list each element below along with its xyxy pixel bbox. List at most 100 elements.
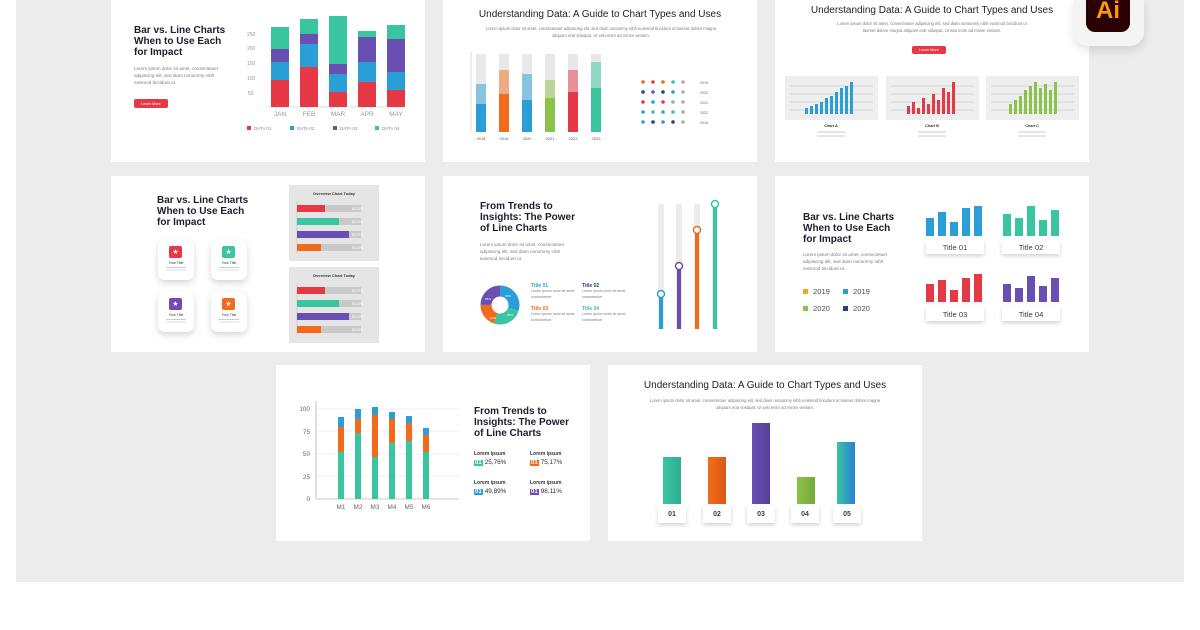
chart-title-label: Title 03 (926, 307, 984, 321)
stacked-column-chart: 100 75 50 25 0 (299, 401, 459, 511)
icon-tile: ★ Your Title (158, 292, 194, 332)
slide-body: Lorem ipsum dolor sit amet, consectetuer… (480, 242, 565, 262)
person-icon-row (641, 80, 685, 124)
list-item: Title 02 Lorem ipsum dolor sit amet, con… (582, 283, 628, 300)
slide-thumbnail-2[interactable]: Understanding Data: A Guide to Chart Typ… (443, 0, 757, 162)
item-body: Lorem ipsum dolor sit amet, consectetuer (582, 312, 627, 322)
chart-title-label: Title 04 (1002, 307, 1060, 321)
stat-value: 01 75,17% (530, 459, 563, 466)
bar-segment (423, 435, 429, 452)
slide-thumbnail-4[interactable]: Bar vs. Line Charts When to Use Each for… (111, 176, 425, 352)
bar-segment (406, 441, 412, 499)
y-tick: 0 (306, 496, 310, 503)
bar-value: $123% (352, 220, 364, 224)
bar (708, 457, 726, 504)
panel-title: Overview Chart Today (313, 273, 356, 278)
slider-knob (656, 289, 666, 299)
item-body: Lorem ipsum dolor sit amet, consectetuer (531, 312, 576, 322)
item-title: Title 02 (582, 283, 600, 289)
y-tick: 250 (247, 32, 256, 38)
bar-value: $123% (352, 233, 364, 237)
star-icon: ★ (222, 246, 235, 258)
slide-thumbnail-1[interactable]: Bar vs. Line Charts When to Use Each for… (111, 0, 425, 162)
slide-thumbnail-5[interactable]: From Trends to Insights: The Power of Li… (443, 176, 757, 352)
slide-thumbnail-6[interactable]: Bar vs. Line Charts When to Use Each for… (775, 176, 1089, 352)
learn-more-button[interactable]: Learn More (134, 99, 168, 108)
x-tick: M2 (354, 504, 363, 511)
chart-title-label: Title 01 (926, 240, 984, 254)
bar-segment (389, 412, 395, 419)
x-tick: 2022 (569, 136, 579, 141)
bar-label: 01 (658, 505, 686, 523)
stat-value: 01 98,11% (530, 488, 562, 495)
bar-value: $123% (352, 246, 364, 250)
bar-segment (271, 27, 289, 49)
x-tick: M5 (405, 504, 414, 511)
y-tick: 200 (247, 46, 256, 52)
row-label: 2019 (700, 81, 708, 85)
bar (663, 457, 681, 504)
learn-more-button[interactable]: Learn More (912, 46, 946, 54)
app-badge: Ai (1074, 0, 1144, 46)
row-label: 2022 (700, 111, 708, 115)
bar-fill (297, 300, 339, 307)
slide-title: From Trends to Insights: The Power of Li… (480, 201, 576, 235)
bar-segment (387, 72, 405, 90)
bar-segment (423, 452, 429, 499)
bar-label: 04 (791, 505, 819, 523)
slide-body: Lorem ipsum dolor sit amet, consectetuer… (134, 66, 219, 86)
bar-value: $123% (352, 302, 364, 306)
bar-segment (358, 37, 376, 62)
bar (752, 423, 770, 504)
slide-title: Understanding Data: A Guide to Chart Typ… (478, 9, 722, 20)
legend-item: 2019 (843, 287, 870, 296)
slider-knob (710, 199, 720, 209)
list-item: Title 04 Lorem ipsum dolor sit amet, con… (582, 306, 628, 323)
bar-value: $123% (352, 207, 364, 211)
x-tick: M6 (422, 504, 431, 511)
bar-segment (271, 49, 289, 62)
bar-segment (329, 16, 347, 64)
slide-thumbnail-3[interactable]: Understanding Data: A Guide to Chart Typ… (775, 0, 1089, 162)
bar-segment (300, 19, 318, 34)
bar-segment (271, 62, 289, 80)
bar-segment (300, 44, 318, 67)
bar-label: 03 (747, 505, 775, 523)
bar-segment (372, 457, 378, 499)
slide-thumbnail-7[interactable]: 100 75 50 25 0 (276, 365, 590, 541)
bar-fill (568, 92, 578, 132)
bar-segment (372, 407, 378, 415)
slide-title: Bar vs. Line Charts When to Use Each for… (134, 25, 226, 59)
y-tick: 75 (303, 429, 311, 436)
bar-fill (499, 94, 509, 132)
bar-segment (329, 74, 347, 92)
row-label: 2020 (700, 91, 708, 95)
y-tick: 50 (303, 451, 311, 458)
x-tick: 2018 (477, 136, 487, 141)
slider-knob (692, 225, 702, 235)
bar-segment (423, 428, 429, 435)
slice-label: 25% (507, 313, 513, 317)
bar-segment (387, 25, 405, 39)
bar-segment (358, 82, 376, 107)
item-title: Title 03 (531, 306, 549, 312)
bar-fill (522, 100, 532, 132)
icon-tile: ★ Your Title (211, 292, 247, 332)
bar-fill (695, 230, 699, 329)
x-tick: M3 (371, 504, 380, 511)
x-tick: APR (360, 111, 374, 118)
slide-body: Lorem ipsum dolor sit amet, consectetuer… (837, 21, 1027, 33)
y-tick: 25 (303, 474, 311, 481)
gradient-bar-chart (663, 423, 855, 504)
bar-fill (297, 231, 349, 238)
row-label: 2021 (700, 101, 708, 105)
bar-segment (329, 64, 347, 74)
x-tick: M1 (337, 504, 346, 511)
adobe-illustrator-icon: Ai (1086, 0, 1130, 32)
bar-segment (300, 67, 318, 107)
bar-segment (358, 62, 376, 82)
icon-tile: ★ Your Title (158, 240, 194, 280)
stacked-bar-chart: 250 200 150 100 50 JAN F (247, 16, 405, 131)
slide-thumbnail-8[interactable]: Understanding Data: A Guide to Chart Typ… (608, 365, 922, 541)
vertical-progress-bars: 2018 2019 2020 2021 2022 2023 (470, 52, 601, 141)
